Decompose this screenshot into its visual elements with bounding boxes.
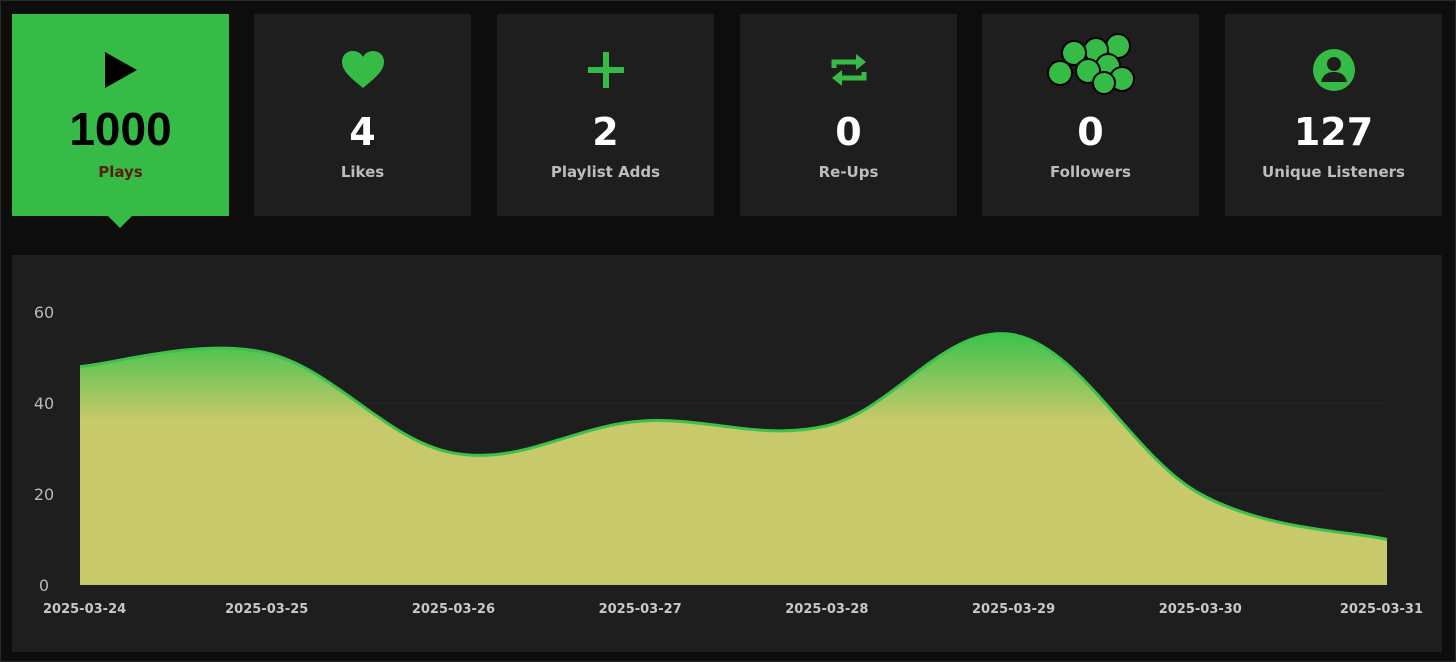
stat-card-plays[interactable]: 1000 Plays: [12, 14, 229, 228]
stat-label: Re-Ups: [818, 163, 879, 181]
stat-card-likes[interactable]: 4 Likes: [254, 14, 471, 216]
repost-icon: [740, 44, 957, 96]
plus-icon: [497, 44, 714, 96]
plays-line: [79, 332, 1388, 541]
x-tick-label: 2025-03-30: [1159, 602, 1242, 617]
x-tick-label: 2025-03-31: [1340, 602, 1423, 617]
stat-label: Followers: [1050, 163, 1131, 181]
stat-label: Playlist Adds: [550, 163, 661, 181]
x-tick-label: 2025-03-27: [599, 602, 682, 617]
stat-card-unique-listeners[interactable]: 127 Unique Listeners: [1225, 14, 1442, 216]
heart-icon: [254, 44, 471, 96]
y-tick-label: 60: [34, 303, 54, 322]
x-tick-label: 2025-03-24: [43, 602, 126, 617]
stat-value: 4: [349, 110, 376, 154]
x-tick-label: 2025-03-29: [972, 602, 1055, 617]
followers-icon: [982, 32, 1199, 96]
plays-area-chart: 0 20 40 60 2025-03-24 2025-03-25 2025-03-26 20…: [34, 303, 1423, 617]
play-icon: [12, 44, 229, 96]
stat-value: 0: [1077, 110, 1104, 154]
y-tick-label: 20: [34, 485, 54, 504]
x-tick-label: 2025-03-26: [412, 602, 495, 617]
stat-label: Unique Listeners: [1262, 163, 1405, 181]
stat-card-re-ups[interactable]: 0 Re-Ups: [740, 14, 957, 216]
stat-value: 1000: [69, 103, 172, 155]
stat-value: 0: [835, 110, 862, 154]
plays-chart-panel: 0 20 40 60 2025-03-24 2025-03-25 2025-03-26 20…: [12, 255, 1442, 652]
user-circle-icon: [1225, 44, 1442, 96]
active-pointer: [108, 216, 132, 228]
stats-cards: 1000 Plays 4 Likes 2 Playlist Adds 0 Re-…: [12, 14, 1442, 228]
stat-label: Likes: [340, 163, 385, 181]
stat-value: 2: [592, 110, 619, 154]
y-tick-label: 40: [34, 394, 54, 413]
x-tick-label: 2025-03-25: [225, 602, 308, 617]
stat-label: Plays: [98, 163, 143, 181]
stat-card-followers[interactable]: 0 Followers: [982, 14, 1199, 216]
plays-area: [80, 333, 1387, 585]
x-tick-label: 2025-03-28: [785, 602, 868, 617]
stat-value: 127: [1293, 110, 1374, 154]
y-tick-label: 0: [39, 576, 49, 595]
stat-card-playlist-adds[interactable]: 2 Playlist Adds: [497, 14, 714, 216]
